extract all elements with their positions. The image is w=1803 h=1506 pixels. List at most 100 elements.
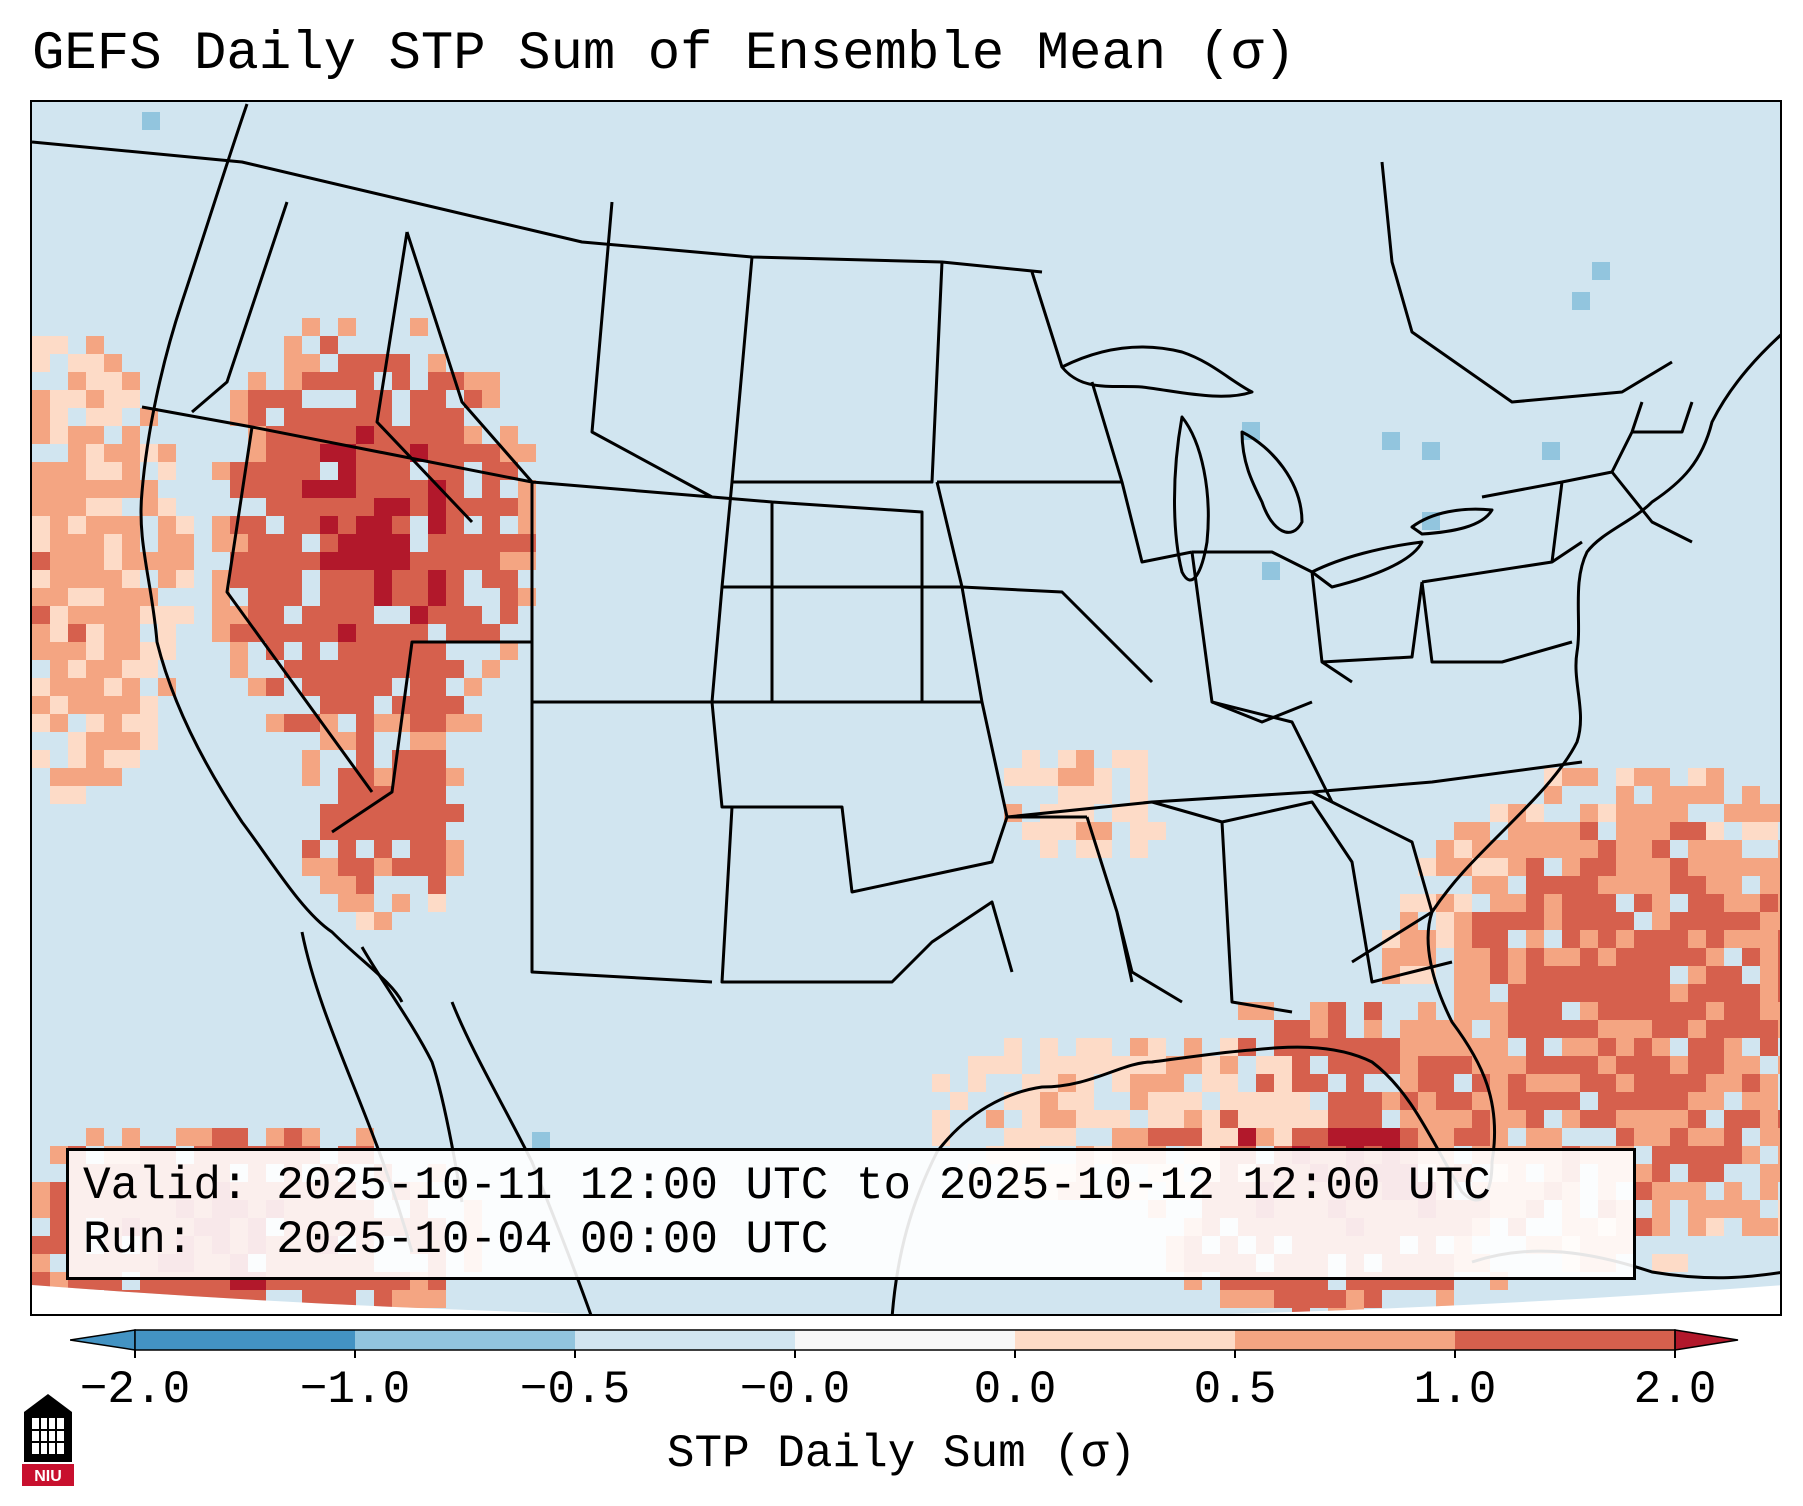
anomaly-cell bbox=[1652, 822, 1670, 840]
anomaly-cell bbox=[1076, 804, 1094, 822]
anomaly-cell bbox=[1382, 1092, 1400, 1110]
anomaly-cell bbox=[482, 390, 500, 408]
anomaly-cell bbox=[464, 372, 482, 390]
anomaly-cell bbox=[1544, 912, 1562, 930]
anomaly-cell bbox=[1112, 750, 1130, 768]
valid-time-box: Valid: 2025-10-11 12:00 UTC to 2025-10-1… bbox=[66, 1148, 1636, 1280]
anomaly-cell bbox=[1040, 768, 1058, 786]
anomaly-cell bbox=[1742, 822, 1760, 840]
colorbar-label: STP Daily Sum (σ) bbox=[666, 1428, 1137, 1480]
anomaly-cell bbox=[1238, 1128, 1256, 1146]
anomaly-cell bbox=[1058, 768, 1076, 786]
anomaly-cell bbox=[248, 1290, 266, 1308]
anomaly-cell bbox=[1274, 1128, 1292, 1146]
anomaly-cell bbox=[482, 516, 500, 534]
anomaly-cell bbox=[1760, 966, 1778, 984]
anomaly-cell bbox=[1580, 1020, 1598, 1038]
colorbar bbox=[70, 1329, 1739, 1358]
anomaly-cell bbox=[86, 660, 104, 678]
anomaly-cell bbox=[1724, 1128, 1742, 1146]
anomaly-cell bbox=[320, 444, 338, 462]
anomaly-cell bbox=[392, 372, 410, 390]
anomaly-cell bbox=[500, 588, 518, 606]
anomaly-cell bbox=[1616, 1074, 1634, 1092]
anomaly-cell bbox=[230, 516, 248, 534]
anomaly-cell bbox=[248, 480, 266, 498]
anomaly-cell bbox=[1076, 1056, 1094, 1074]
anomaly-cell bbox=[1346, 1056, 1364, 1074]
colorbar-tick-label: 2.0 bbox=[1633, 1364, 1717, 1416]
anomaly-cell bbox=[1130, 1092, 1148, 1110]
anomaly-cell bbox=[1706, 1056, 1724, 1074]
lake-erie bbox=[1310, 540, 1424, 589]
colorbar-extend-low bbox=[70, 1329, 136, 1351]
anomaly-cell bbox=[428, 408, 446, 426]
anomaly-cell bbox=[1400, 1056, 1418, 1074]
anomaly-cell bbox=[266, 588, 284, 606]
anomaly-cell bbox=[1652, 1254, 1670, 1272]
anomaly-cell bbox=[1310, 1074, 1328, 1092]
anomaly-cell bbox=[284, 570, 302, 588]
anomaly-cell bbox=[428, 444, 446, 462]
anomaly-cell bbox=[392, 426, 410, 444]
anomaly-cell bbox=[1580, 930, 1598, 948]
anomaly-cell bbox=[374, 768, 392, 786]
anomaly-cell bbox=[1292, 1056, 1310, 1074]
anomaly-cell bbox=[302, 768, 320, 786]
anomaly-cell bbox=[302, 498, 320, 516]
anomaly-cell bbox=[302, 372, 320, 390]
anomaly-cell bbox=[1742, 1092, 1760, 1110]
anomaly-cell bbox=[1742, 1020, 1760, 1038]
anomaly-cell bbox=[266, 1308, 284, 1314]
anomaly-cell bbox=[1598, 1056, 1616, 1074]
anomaly-cell bbox=[428, 786, 446, 804]
anomaly-cell bbox=[284, 336, 302, 354]
anomaly-cell bbox=[1400, 1038, 1418, 1056]
anomaly-cell bbox=[68, 444, 86, 462]
colorbar-extend-high bbox=[1674, 1329, 1739, 1351]
anomaly-cell bbox=[1382, 948, 1400, 966]
anomaly-cell bbox=[1634, 930, 1652, 948]
anomaly-cell bbox=[1310, 1020, 1328, 1038]
anomaly-cell bbox=[392, 768, 410, 786]
anomaly-cell bbox=[1292, 1020, 1310, 1038]
anomaly-cell bbox=[1598, 1020, 1616, 1038]
anomaly-cell bbox=[1076, 1092, 1094, 1110]
anomaly-cell bbox=[356, 534, 374, 552]
anomaly-cell bbox=[248, 678, 266, 696]
anomaly-cell bbox=[284, 552, 302, 570]
anomaly-cell-negative bbox=[1542, 442, 1560, 460]
anomaly-cell bbox=[122, 660, 140, 678]
anomaly-cell bbox=[410, 822, 428, 840]
anomaly-cell bbox=[1022, 1092, 1040, 1110]
anomaly-cell bbox=[392, 858, 410, 876]
anomaly-cell bbox=[1652, 1038, 1670, 1056]
anomaly-cell bbox=[1472, 966, 1490, 984]
anomaly-cell bbox=[1580, 804, 1598, 822]
anomaly-cell bbox=[1220, 1074, 1238, 1092]
anomaly-cell bbox=[212, 624, 230, 642]
anomaly-cell bbox=[1742, 1110, 1760, 1128]
anomaly-cell bbox=[266, 534, 284, 552]
anomaly-cell bbox=[1148, 1092, 1166, 1110]
anomaly-cell bbox=[50, 1236, 68, 1254]
anomaly-cell bbox=[50, 768, 68, 786]
anomaly-cell bbox=[1472, 876, 1490, 894]
anomaly-cell bbox=[428, 732, 446, 750]
state-lines-west bbox=[141, 201, 924, 984]
anomaly-cell bbox=[68, 552, 86, 570]
anomaly-cell bbox=[68, 750, 86, 768]
anomaly-cell bbox=[1004, 768, 1022, 786]
anomaly-cell bbox=[1742, 1146, 1760, 1164]
anomaly-cell bbox=[86, 1308, 104, 1314]
anomaly-cell bbox=[1598, 930, 1616, 948]
anomaly-cell bbox=[1778, 1020, 1780, 1038]
anomaly-cell bbox=[932, 1128, 950, 1146]
anomaly-cell bbox=[1598, 894, 1616, 912]
anomaly-cell bbox=[1310, 1290, 1328, 1308]
anomaly-cell bbox=[446, 696, 464, 714]
anomaly-cell bbox=[338, 498, 356, 516]
anomaly-cell bbox=[1292, 1092, 1310, 1110]
anomaly-cell bbox=[320, 606, 338, 624]
anomaly-cell bbox=[1742, 912, 1760, 930]
